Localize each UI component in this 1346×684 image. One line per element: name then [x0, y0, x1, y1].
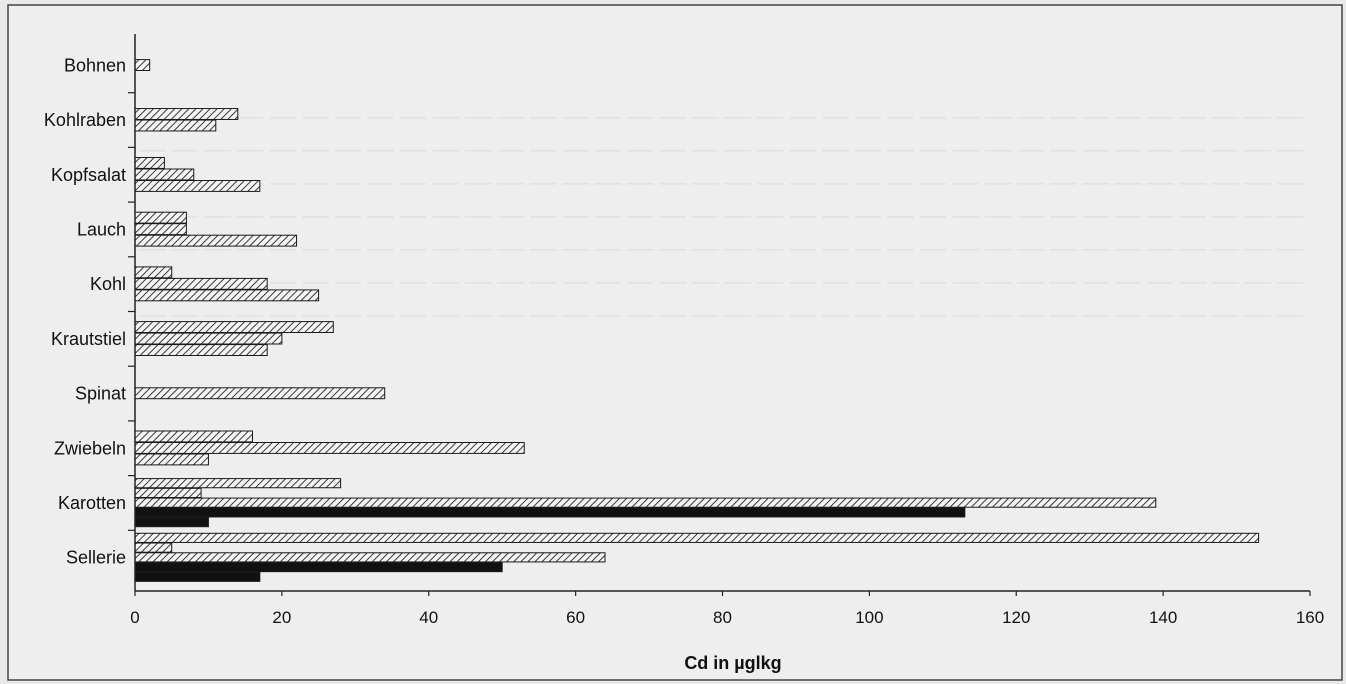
bar-sellerie-1	[134, 532, 1260, 543]
category-label-kohlraben: Kohlraben	[44, 110, 126, 130]
bar-kohl-3	[134, 289, 320, 302]
x-tick-label: 80	[713, 608, 732, 627]
bar-zwiebeln-1	[134, 430, 253, 443]
bars-group	[134, 59, 1260, 582]
bar-sellerie-3	[134, 552, 606, 563]
x-tick-label: 100	[855, 608, 883, 627]
category-label-karotten: Karotten	[58, 493, 126, 513]
bar-sellerie-5	[134, 571, 261, 582]
bar-spinat-1	[134, 387, 386, 400]
category-label-spinat: Spinat	[75, 384, 126, 404]
bar-sellerie-2	[134, 542, 173, 553]
bar-kopfsalat-2	[134, 168, 195, 181]
x-tick-label: 140	[1149, 608, 1177, 627]
bar-karotten-1	[134, 478, 342, 489]
bar-kohl-1	[134, 266, 173, 279]
category-label-bohnen: Bohnen	[64, 55, 126, 75]
x-tick-label: 0	[130, 608, 139, 627]
category-label-krautstiel: Krautstiel	[51, 329, 126, 349]
bar-kohlraben-2	[134, 119, 217, 132]
bar-krautstiel-2	[134, 332, 283, 345]
bar-lauch-1	[134, 211, 187, 224]
bar-sellerie-4	[134, 562, 503, 573]
bar-karotten-2	[134, 487, 202, 498]
x-tick-label: 120	[1002, 608, 1030, 627]
category-label-zwiebeln: Zwiebeln	[54, 438, 126, 458]
axes-group	[128, 34, 1311, 596]
bar-lauch-2	[134, 223, 187, 236]
labels-group: Bohnen Kohlraben Kopfsalat Lauch Kohl Krautst…	[44, 55, 1324, 627]
bar-krautstiel-1	[134, 321, 334, 334]
bar-zwiebeln-2	[134, 442, 525, 454]
x-tick-label: 160	[1296, 608, 1324, 627]
bar-zwiebeln-3	[134, 453, 209, 466]
bar-krautstiel-3	[134, 344, 268, 357]
bar-kohl-2	[134, 277, 268, 290]
bar-kopfsalat-3	[134, 180, 261, 192]
bar-karotten-4	[134, 507, 966, 518]
bar-bohnen-1	[134, 59, 151, 71]
x-axis-label: Cd in µglkg	[684, 653, 781, 673]
category-label-kopfsalat: Kopfsalat	[51, 165, 126, 185]
bar-karotten-5	[134, 517, 209, 528]
x-tick-label: 60	[566, 608, 585, 627]
bar-kopfsalat-1	[134, 157, 165, 169]
x-tick-label: 40	[419, 608, 438, 627]
bar-karotten-3	[134, 497, 1157, 508]
x-tick-label: 20	[272, 608, 291, 627]
bar-kohlraben-1	[134, 108, 239, 120]
category-label-sellerie: Sellerie	[66, 548, 126, 568]
category-label-kohl: Kohl	[90, 274, 126, 294]
category-label-lauch: Lauch	[77, 219, 126, 239]
bar-lauch-3	[134, 234, 298, 247]
